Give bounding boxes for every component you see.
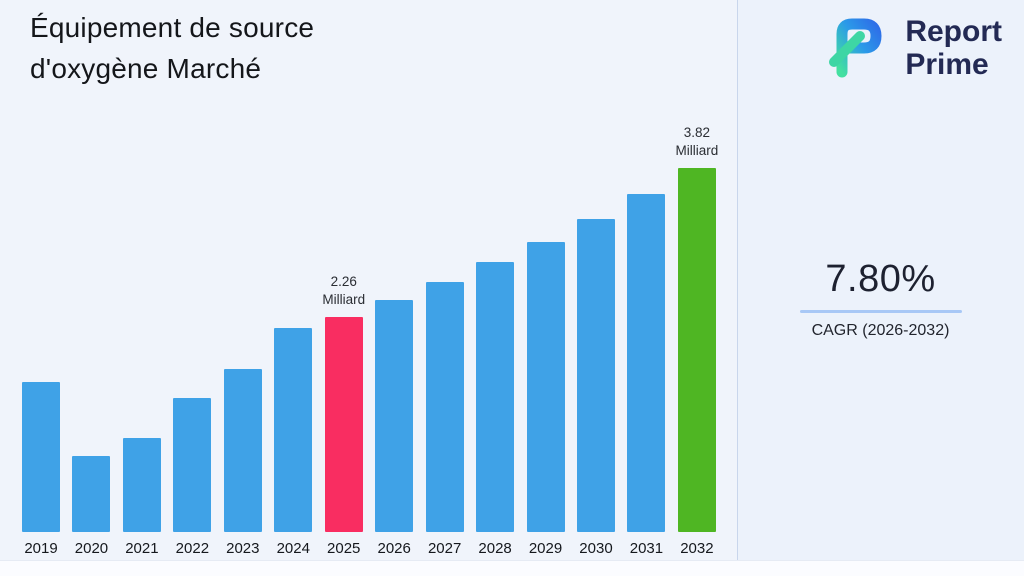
bar-2021 <box>122 438 161 532</box>
x-axis-label-2030: 2030 <box>579 540 613 557</box>
bar-column-2032: 3.82 Milliard 2032 <box>672 38 722 558</box>
bar-column-2030: 2030 <box>571 38 621 558</box>
logo-wordmark: Report Prime <box>905 16 1002 80</box>
bar-column-2023: 2023 <box>218 38 268 558</box>
x-axis-label-2023: 2023 <box>226 540 260 557</box>
bar-2025 <box>324 317 363 532</box>
x-axis-label-2028: 2028 <box>478 540 512 557</box>
bar-2023 <box>223 369 262 532</box>
cagr-underline <box>799 310 962 313</box>
x-axis-label-2031: 2031 <box>629 540 664 557</box>
bar-value-label-2025: 2.26 Milliard <box>322 273 366 307</box>
right-panel-background <box>737 0 1024 560</box>
bar-column-2029: 2029 <box>521 38 571 558</box>
bar-column-2022: 2022 <box>167 38 217 558</box>
vertical-divider <box>737 0 738 560</box>
bar-column-2027: 2027 <box>420 38 470 558</box>
bar-column-2021: 2021 <box>117 38 167 558</box>
bar-column-2025: 2.26 Milliard 2025 <box>319 38 369 558</box>
bar-2019 <box>22 382 60 532</box>
bar-2020 <box>72 456 111 532</box>
cagr-label: CAGR (2026-2032) <box>811 322 950 339</box>
bottom-strip <box>0 560 1024 576</box>
bar-2028 <box>476 262 515 532</box>
bar-2026 <box>375 300 414 532</box>
bar-2032 <box>677 168 716 532</box>
x-axis-label-2026: 2026 <box>377 540 411 557</box>
x-axis-label-2019: 2019 <box>24 540 58 557</box>
x-axis-label-2022: 2022 <box>175 540 210 557</box>
bar-column-2020: 2020 <box>66 38 116 558</box>
bar-column-2028: 2028 <box>470 38 520 558</box>
cagr-value: 7.80% <box>825 258 936 300</box>
x-axis-label-2021: 2021 <box>125 540 159 557</box>
x-axis-label-2024: 2024 <box>276 540 310 557</box>
bar-2030 <box>576 219 615 532</box>
bar-column-2031: 2031 <box>621 38 671 558</box>
bar-chart: 2019 2020 2021 2022 2023 2024 2.26 Milliard 2025… <box>16 38 722 558</box>
bar-column-2024: 2024 <box>268 38 318 558</box>
bar-column-2019: 2019 <box>16 38 66 558</box>
x-axis-label-2020: 2020 <box>74 540 109 557</box>
page-title-line1: Équipement de source <box>30 12 315 43</box>
x-axis-label-2025: 2025 <box>327 540 361 557</box>
x-axis-label-2029: 2029 <box>528 540 563 557</box>
page-title: Équipement de source d'oxygène Marché <box>30 8 314 89</box>
bar-2024 <box>274 328 313 532</box>
bar-2031 <box>627 194 666 532</box>
logo-word-prime: Prime <box>905 47 989 81</box>
report-prime-logo: Report Prime <box>820 10 1002 87</box>
x-axis-label-2027: 2027 <box>427 540 462 557</box>
logo-word-report: Report <box>905 15 1002 49</box>
x-axis-label-2032: 2032 <box>680 540 714 557</box>
bar-column-2026: 2026 <box>369 38 419 558</box>
report-prime-logo-icon <box>820 10 892 87</box>
bar-2029 <box>526 242 565 532</box>
cagr-block: 7.80% CAGR (2026-2032) <box>737 258 1024 340</box>
page-title-line2: d'oxygène Marché <box>30 52 262 84</box>
bar-2022 <box>173 398 212 532</box>
bar-value-label-2032: 3.82 Milliard <box>675 124 719 158</box>
bar-2027 <box>425 282 464 532</box>
